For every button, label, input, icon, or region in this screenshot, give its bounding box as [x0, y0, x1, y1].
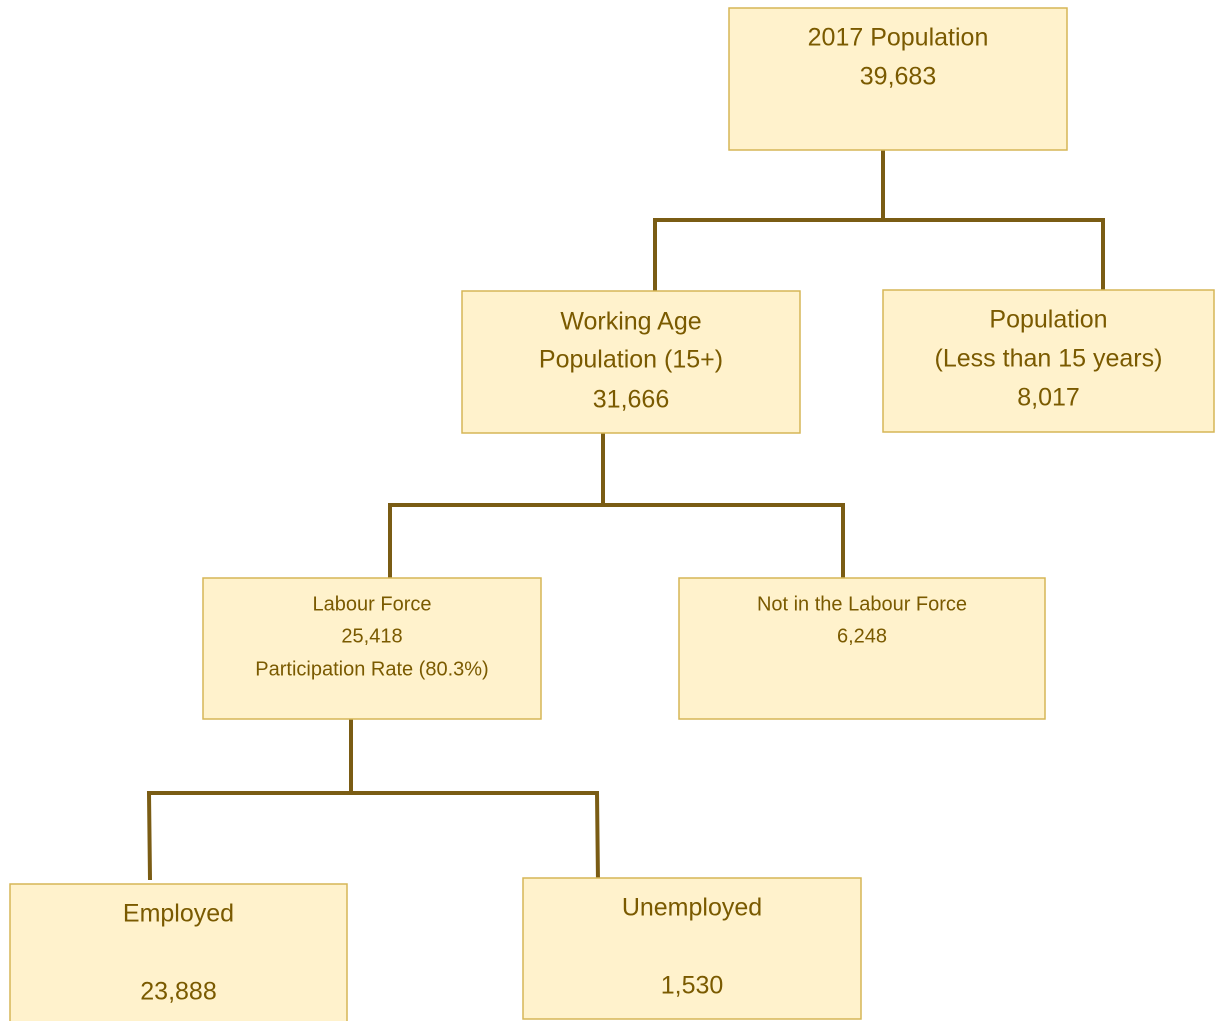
- node-box: [202, 577, 542, 720]
- node-label: Participation Rate (80.3%): [255, 658, 488, 680]
- node-label: Unemployed: [622, 894, 762, 922]
- node-label: Population (15+): [539, 346, 723, 374]
- node-box: [522, 877, 862, 1020]
- node-label: 23,888: [140, 978, 216, 1006]
- node-box: [882, 289, 1215, 433]
- node-label: Employed: [123, 900, 234, 928]
- node-box: [678, 577, 1046, 720]
- node-label: Not in the Labour Force: [757, 593, 967, 615]
- node-label: 8,017: [1017, 384, 1080, 412]
- node-label: 39,683: [860, 63, 936, 91]
- node-label: 1,530: [661, 972, 724, 1000]
- node-label: 31,666: [593, 386, 669, 414]
- node-label: Population: [989, 306, 1107, 334]
- node-label: 25,418: [341, 625, 402, 647]
- node-box: [461, 290, 801, 434]
- node-box: [9, 883, 348, 1021]
- node-label: 2017 Population: [808, 24, 989, 52]
- node-label: Labour Force: [313, 593, 432, 615]
- node-label: (Less than 15 years): [935, 345, 1163, 373]
- connector: [653, 218, 1105, 293]
- connector: [146, 791, 600, 883]
- connector: [388, 503, 845, 578]
- node-box: [728, 7, 1068, 151]
- node-label: Working Age: [560, 308, 701, 336]
- node-label: 6,248: [837, 625, 887, 647]
